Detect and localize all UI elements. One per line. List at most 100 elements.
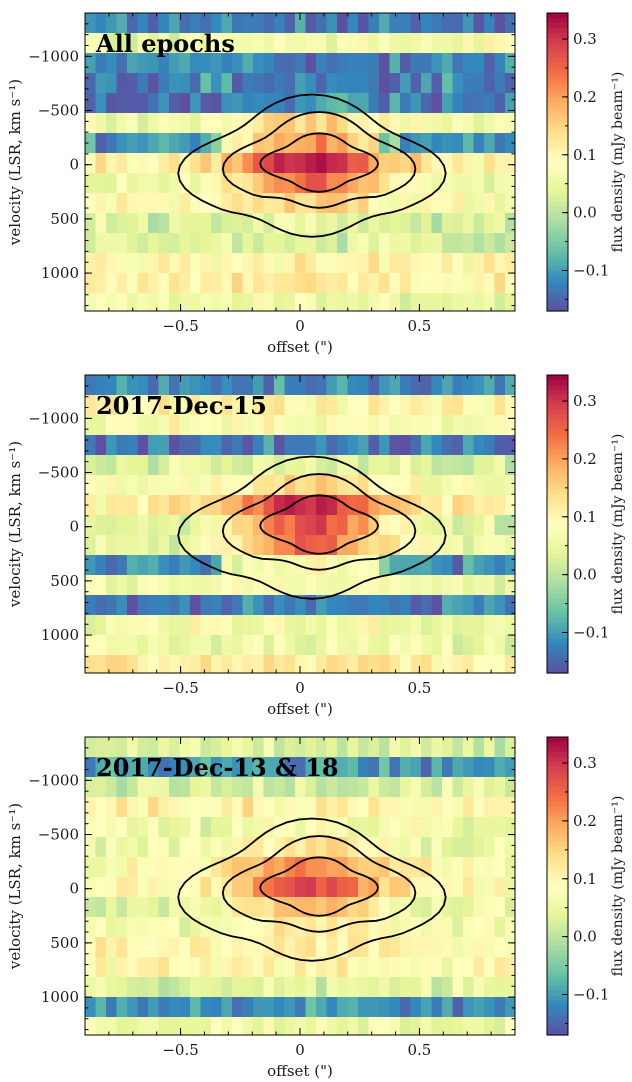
heatmap-cell	[253, 293, 265, 311]
heatmap-cell	[127, 395, 139, 416]
colorbar-segment	[547, 915, 568, 922]
heatmap-cell	[421, 977, 433, 998]
heatmap-cell	[116, 415, 128, 436]
heatmap-cell	[358, 113, 370, 134]
heatmap-cell	[179, 857, 191, 878]
heatmap-cell	[358, 233, 370, 254]
colorbar-segment	[547, 162, 568, 168]
heatmap-cell	[274, 595, 286, 616]
heatmap-cell	[190, 113, 202, 134]
heatmap-cell	[253, 977, 265, 998]
heatmap-cell	[410, 395, 422, 416]
heatmap-cell	[326, 977, 338, 998]
heatmap-cell	[421, 655, 433, 673]
heatmap-cell	[190, 435, 202, 456]
heatmap-cell	[452, 455, 464, 476]
heatmap-cell	[85, 555, 97, 576]
heatmap-cell	[116, 395, 128, 416]
heatmap-cell	[148, 837, 160, 858]
heatmap-cell	[232, 253, 244, 274]
heatmap-cell	[179, 173, 191, 194]
heatmap-cell	[263, 857, 275, 878]
heatmap-cell	[505, 615, 515, 636]
colorbar-segment	[547, 781, 568, 788]
heatmap-cell	[158, 375, 170, 396]
colorbar-segment	[547, 821, 568, 827]
heatmap-cell	[127, 917, 139, 938]
heatmap-cell	[242, 977, 254, 998]
heatmap-cell	[232, 13, 244, 34]
heatmap-cell	[463, 635, 475, 656]
heatmap-cell	[148, 395, 160, 416]
heatmap-cell	[326, 73, 338, 94]
heatmap-cell	[421, 635, 433, 656]
heatmap-cell	[253, 173, 265, 194]
heatmap-cell	[326, 193, 338, 214]
heatmap-cell	[389, 395, 401, 416]
heatmap-cell	[368, 293, 380, 311]
heatmap-cell	[211, 737, 223, 758]
heatmap-cell	[253, 193, 265, 214]
heatmap-cell	[347, 273, 359, 294]
heatmap-cell	[505, 133, 515, 154]
heatmap-cell	[505, 93, 515, 114]
heatmap-cell	[295, 273, 307, 294]
heatmap-cell	[137, 495, 149, 516]
heatmap-cell	[316, 757, 328, 778]
heatmap-cell	[274, 113, 286, 134]
heatmap-cell	[158, 53, 170, 74]
heatmap-cell	[305, 213, 317, 234]
heatmap-cell	[106, 233, 118, 254]
heatmap-cell	[316, 213, 328, 234]
heatmap-cell	[379, 53, 391, 74]
heatmap-cell	[211, 495, 223, 516]
heatmap-cell	[200, 777, 212, 798]
heatmap-cell	[211, 13, 223, 34]
heatmap-cell	[452, 475, 464, 496]
heatmap-cell	[400, 33, 412, 54]
heatmap-cell	[221, 273, 233, 294]
heatmap-cell	[137, 797, 149, 818]
heatmap-cell	[284, 253, 296, 274]
heatmap-cell	[379, 13, 391, 34]
heatmap-cell	[400, 595, 412, 616]
colorbar-tick-label: 0.0	[573, 566, 597, 584]
heatmap-cell	[127, 857, 139, 878]
heatmap-cell	[494, 595, 506, 616]
colorbar-segment	[547, 831, 568, 837]
colorbar-segment	[547, 866, 568, 872]
heatmap-cell	[116, 253, 128, 274]
heatmap-cell	[484, 33, 496, 54]
heatmap-cell	[95, 1017, 107, 1035]
heatmap-cell	[190, 213, 202, 234]
heatmap-cell	[158, 877, 170, 898]
colorbar-segment	[547, 201, 568, 208]
heatmap-cell	[116, 13, 128, 34]
heatmap-cell	[137, 253, 149, 274]
colorbar-segment	[547, 588, 568, 595]
heatmap-cell	[179, 655, 191, 673]
heatmap-cell	[442, 777, 454, 798]
heatmap-cell	[242, 375, 254, 396]
heatmap-cell	[358, 375, 370, 396]
heatmap-cell	[358, 495, 370, 516]
heatmap-cell	[274, 193, 286, 214]
heatmap-cell	[368, 615, 380, 636]
heatmap-cell	[316, 515, 328, 536]
heatmap-cell	[211, 817, 223, 838]
heatmap-cell	[431, 857, 443, 878]
heatmap-cell	[347, 977, 359, 998]
heatmap-cell	[400, 635, 412, 656]
heatmap-cell	[337, 757, 349, 778]
heatmap-cell	[421, 997, 433, 1018]
heatmap-cell	[211, 837, 223, 858]
heatmap-cell	[326, 173, 338, 194]
heatmap-cell	[494, 293, 506, 311]
heatmap-cell	[410, 817, 422, 838]
heatmap-cell	[431, 375, 443, 396]
colorbar-segment	[547, 494, 568, 500]
heatmap-cell	[253, 375, 265, 396]
heatmap-cell	[200, 757, 212, 778]
colorbar-segment	[547, 469, 568, 475]
colorbar-segment	[547, 87, 568, 94]
